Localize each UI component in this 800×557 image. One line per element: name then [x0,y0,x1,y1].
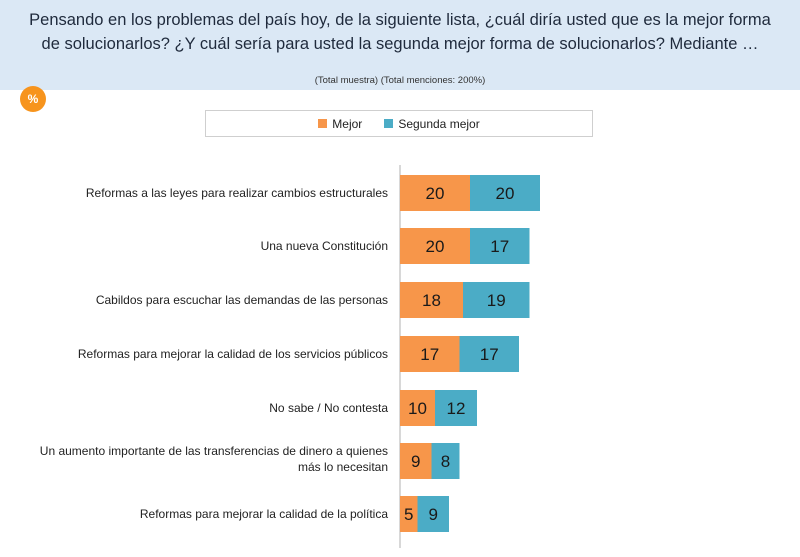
bar-segunda-mejor [431,443,460,479]
chart-legend: Mejor Segunda mejor [205,110,593,137]
category-label: Reformas para mejorar la calidad de los … [78,347,388,361]
bar-mejor [400,282,463,318]
value-label-mejor: 18 [422,291,441,310]
chart-question: Pensando en los problemas del país hoy, … [0,8,800,56]
bar-segunda-mejor [459,336,519,372]
value-label-mejor: 10 [408,399,427,418]
legend-label-mejor: Mejor [332,116,363,131]
category-label-line: Cabildos para escuchar las demandas de l… [96,293,388,307]
bar-mejor [400,228,470,264]
legend-label-segunda-mejor: Segunda mejor [398,116,480,131]
value-label-segunda-mejor: 9 [429,505,438,524]
bar-mejor [400,336,460,372]
value-label-mejor: 20 [426,184,445,203]
legend-swatch-mejor [318,119,328,128]
bar-segunda-mejor [470,175,540,211]
percent-badge: % [20,86,46,112]
category-label-line: No sabe / No contesta [269,401,388,415]
category-label-line: Una nueva Constitución [261,239,388,253]
category-label-line: Reformas para mejorar la calidad de la p… [140,507,388,521]
value-label-segunda-mejor: 12 [447,399,466,418]
question-line-1: Pensando en los problemas del país hoy, … [29,11,771,29]
legend-item-mejor: Mejor [318,117,362,131]
legend-swatch-segunda-mejor [384,119,394,128]
category-label: No sabe / No contesta [269,401,388,415]
bar-mejor [400,175,470,211]
bar-segunda-mejor [417,496,449,532]
category-label-line: Reformas a las leyes para realizar cambi… [86,186,388,200]
header-band [0,0,800,90]
bar-mejor [400,390,435,426]
bar-segunda-mejor [435,390,477,426]
value-label-segunda-mejor: 8 [441,452,450,471]
chart-subtitle: (Total muestra) (Total menciones: 200%) [314,75,486,86]
bar-segunda-mejor [463,282,530,318]
value-label-mejor: 9 [411,452,420,471]
category-label: Una nueva Constitución [261,239,388,253]
value-label-segunda-mejor: 19 [487,291,506,310]
bar-segunda-mejor [470,228,530,264]
bar-mejor [400,496,418,532]
category-label: Un aumento importante de las transferenc… [40,444,388,474]
category-label: Reformas para mejorar la calidad de la p… [140,507,388,521]
value-label-mejor: 17 [420,345,439,364]
value-label-segunda-mejor: 17 [490,237,509,256]
legend-item-segunda-mejor: Segunda mejor [384,116,480,131]
bar-mejor [400,443,432,479]
value-label-segunda-mejor: 17 [480,345,499,364]
value-label-segunda-mejor: 20 [496,184,515,203]
category-label: Cabildos para escuchar las demandas de l… [96,293,388,307]
category-label-line: Un aumento importante de las transferenc… [40,444,388,458]
value-label-mejor: 5 [404,505,413,524]
category-label-line: Reformas para mejorar la calidad de los … [78,347,388,361]
category-label-line: más lo necesitan [298,460,388,474]
value-label-mejor: 20 [426,237,445,256]
question-line-2: de solucionarlos? ¿Y cuál sería para ust… [41,35,759,53]
category-label: Reformas a las leyes para realizar cambi… [86,186,388,200]
